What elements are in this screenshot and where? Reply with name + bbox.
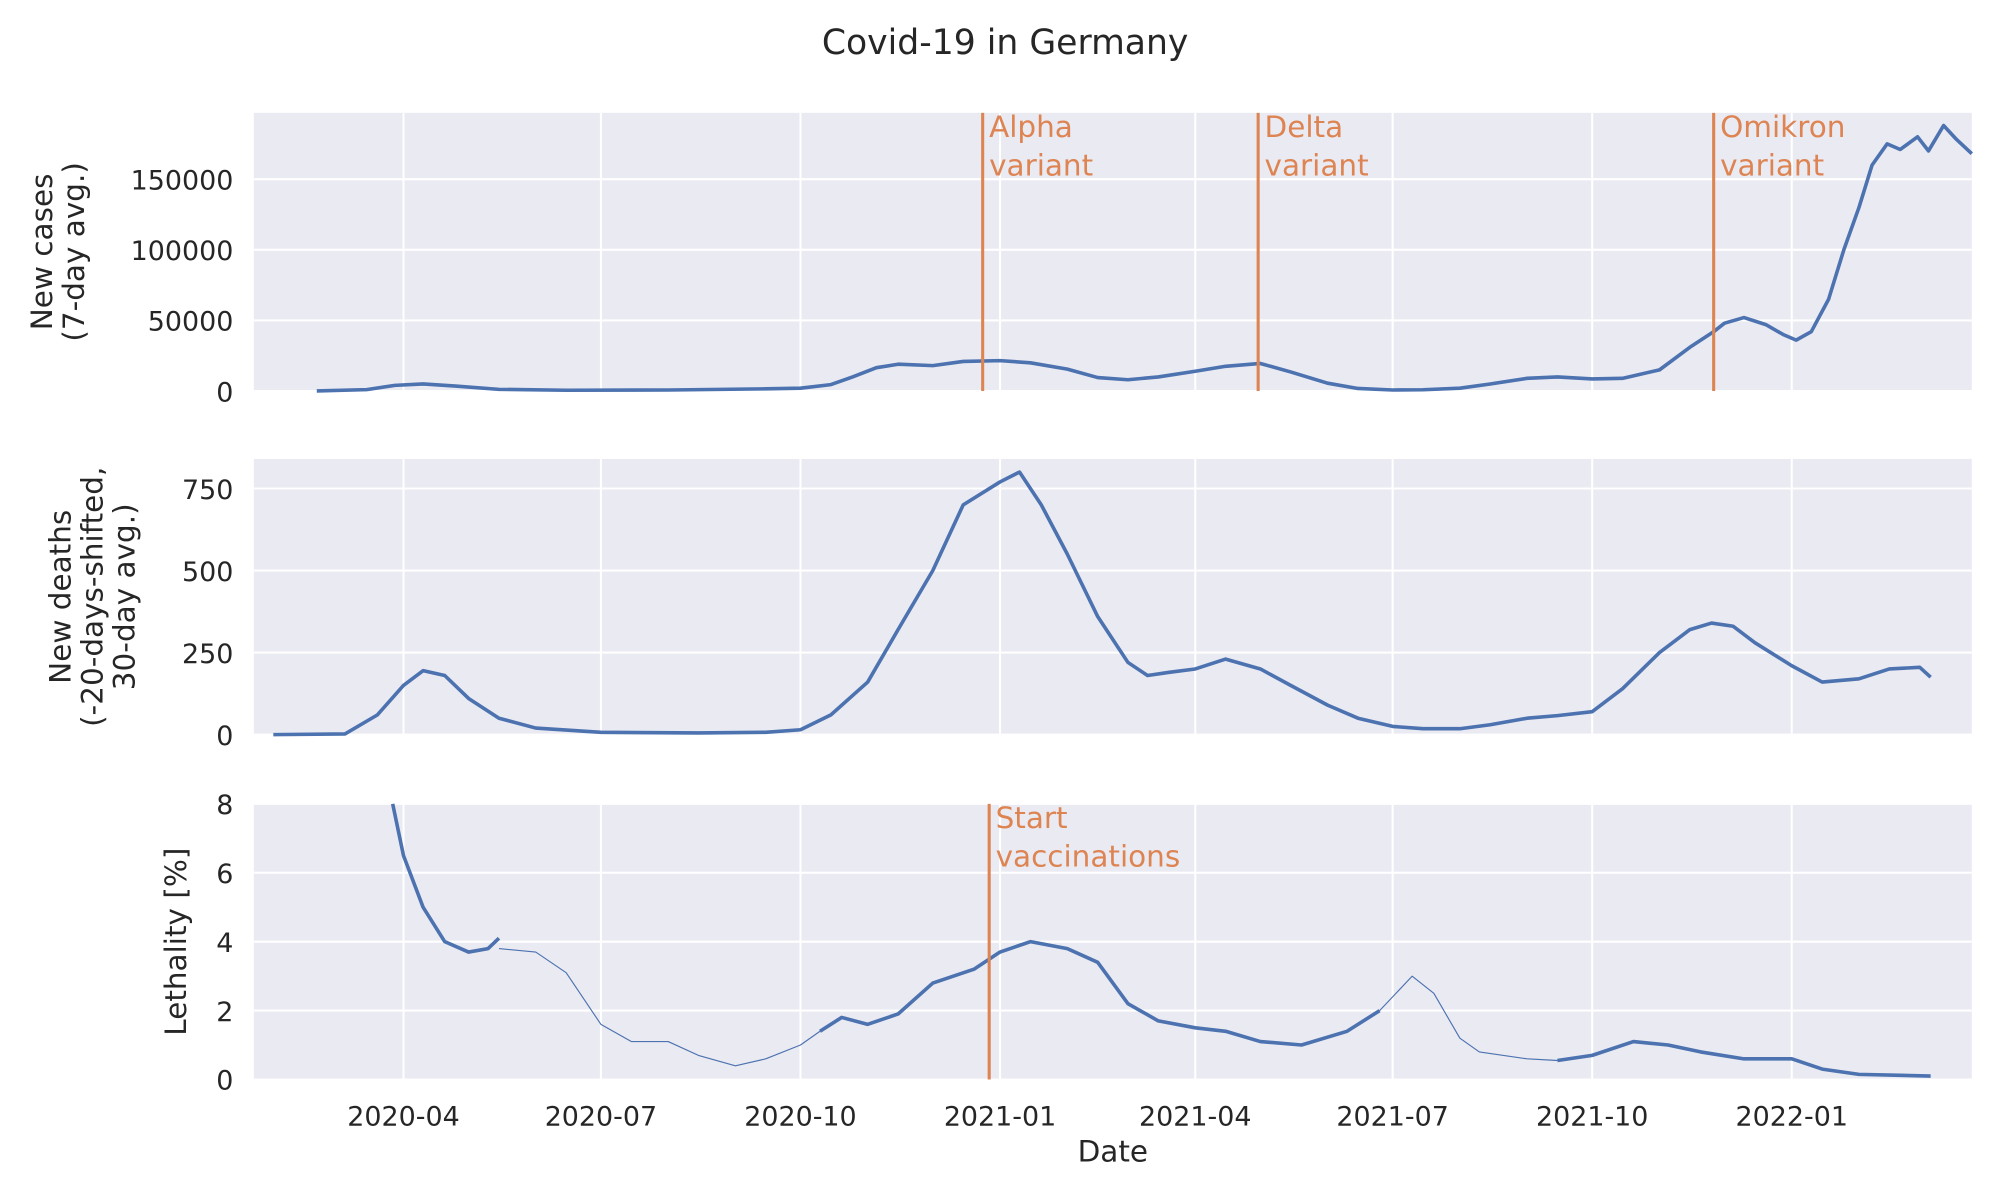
series-line-lethality-segment-1 <box>498 948 821 1067</box>
panel-background-cases <box>253 112 1972 392</box>
x-tick-label: 2021-10 <box>1536 1102 1648 1133</box>
y-tick-label: 6 <box>216 859 233 890</box>
y-tick-label: 0 <box>216 377 233 408</box>
y-tick-label: 100000 <box>131 236 234 267</box>
chart-title: Covid-19 in Germany <box>822 23 1189 63</box>
y-axis-label: (7-day avg.) <box>57 162 91 342</box>
annotation-label: variant <box>1720 149 1824 183</box>
x-tick-label: 2020-10 <box>744 1102 856 1133</box>
y-tick-label: 250 <box>182 639 233 670</box>
series-line-lethality-segment-2 <box>819 939 1381 1047</box>
y-axis-label: New deaths <box>44 510 78 684</box>
annotation-label: variant <box>1265 149 1369 183</box>
y-tick-label: 150000 <box>131 165 234 196</box>
y-tick-label: 0 <box>216 1066 233 1097</box>
y-axis-label: New cases <box>25 174 59 331</box>
annotation-label: vaccinations <box>996 840 1181 874</box>
x-tick-label: 2020-04 <box>347 1102 459 1133</box>
annotation-label: variant <box>989 149 1093 183</box>
panel-background-deaths <box>253 458 1972 735</box>
x-tick-label: 2022-01 <box>1736 1102 1848 1133</box>
x-tick-label: 2020-07 <box>545 1102 657 1133</box>
y-axis-label: (-20-days-shifted, <box>76 467 110 727</box>
x-tick-label: 2021-07 <box>1336 1102 1448 1133</box>
x-tick-label: 2021-01 <box>944 1102 1056 1133</box>
annotation-label: Delta <box>1265 110 1344 144</box>
y-tick-label: 2 <box>216 997 233 1028</box>
annotation-label: Omikron <box>1720 110 1845 144</box>
series-line-lethality-segment-3 <box>1379 975 1558 1062</box>
y-tick-label: 4 <box>216 928 233 959</box>
y-tick-label: 500 <box>182 557 233 588</box>
series-line-lethality-segment-4 <box>1557 1039 1931 1078</box>
y-tick-label: 750 <box>182 475 233 506</box>
y-tick-label: 8 <box>216 790 233 821</box>
x-tick-label: 2021-04 <box>1139 1102 1251 1133</box>
y-tick-label: 0 <box>216 721 233 752</box>
x-axis-label: Date <box>1078 1135 1148 1169</box>
y-tick-label: 50000 <box>148 307 234 338</box>
series-line-deaths-segment-0 <box>273 470 1932 737</box>
series-line-cases-segment-0 <box>316 123 1974 393</box>
annotation-label: Start <box>996 801 1068 835</box>
series-line-lethality-segment-0 <box>390 803 501 954</box>
annotation-label: Alpha <box>989 110 1073 144</box>
y-axis-label: Lethality [%] <box>159 848 193 1036</box>
y-axis-label: 30-day avg.) <box>108 503 142 690</box>
